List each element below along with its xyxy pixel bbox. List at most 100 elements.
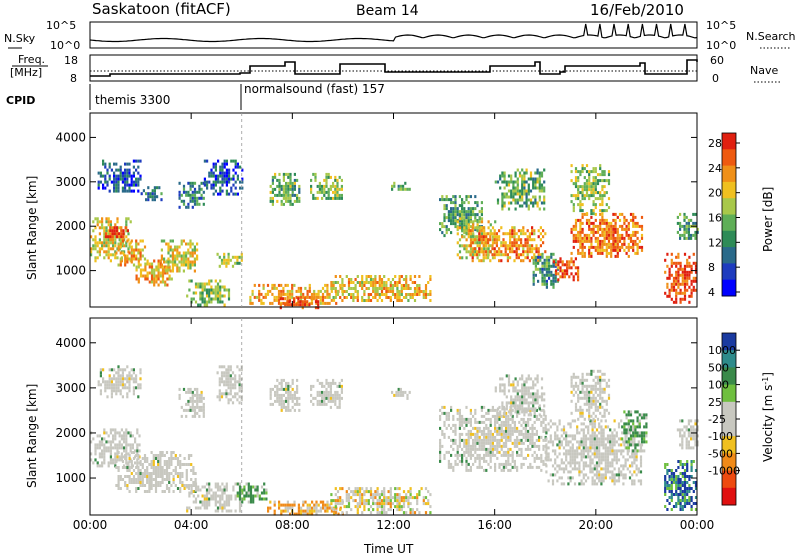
data-cell: [137, 280, 140, 284]
data-cell: [474, 444, 477, 448]
data-cell: [289, 408, 292, 412]
data-cell: [216, 371, 219, 375]
data-cell: [632, 245, 635, 249]
data-cell: [380, 508, 384, 512]
data-cell: [285, 181, 288, 185]
data-cell: [445, 225, 448, 229]
data-cell: [179, 481, 182, 484]
data-cell: [525, 401, 528, 405]
data-cell: [231, 386, 235, 390]
data-cell: [189, 181, 192, 185]
data-cell: [478, 453, 481, 457]
data-cell: [544, 232, 547, 236]
data-cell: [502, 462, 505, 466]
data-cell: [374, 290, 377, 293]
data-cell: [113, 189, 116, 193]
data-cell: [411, 281, 414, 284]
data-cell: [193, 414, 197, 418]
data-cell: [378, 493, 381, 497]
data-cell: [599, 212, 602, 216]
data-cell: [496, 438, 499, 442]
data-cell: [521, 389, 524, 393]
data-cell: [332, 181, 335, 185]
data-cell: [520, 259, 523, 263]
data-cell: [108, 174, 111, 178]
data-cell: [280, 509, 283, 513]
data-cell: [454, 210, 457, 214]
data-region: [494, 168, 546, 211]
data-cell: [110, 380, 113, 384]
data-cell: [458, 250, 462, 254]
data-cell: [469, 435, 472, 439]
data-cell: [473, 238, 476, 242]
data-cell: [260, 298, 263, 302]
data-cell: [632, 230, 635, 234]
data-cell: [117, 380, 120, 384]
data-cell: [160, 257, 163, 261]
data-cell: [104, 180, 107, 184]
data-cell: [178, 266, 181, 270]
data-cell: [121, 174, 124, 178]
data-cell: [461, 256, 464, 260]
data-cell: [418, 293, 421, 296]
data-cell: [98, 440, 101, 444]
data-cell: [588, 233, 591, 237]
data-cell: [509, 426, 512, 430]
data-cell: [313, 503, 316, 507]
data-cell: [383, 490, 386, 494]
data-cell: [219, 494, 222, 498]
data-cell: [538, 465, 541, 469]
data-cell: [574, 185, 578, 189]
data-cell: [529, 413, 533, 417]
data-cell: [467, 420, 470, 424]
data-cell: [452, 213, 455, 217]
data-cell: [478, 259, 481, 263]
data-cell: [293, 500, 296, 504]
data-cell: [143, 475, 147, 478]
data-cell: [610, 224, 613, 228]
data-cell: [372, 493, 375, 497]
data-cell: [232, 177, 235, 181]
data-cell: [474, 450, 477, 454]
data-cell: [264, 295, 267, 299]
data-cell: [90, 250, 93, 254]
data-cell: [610, 236, 613, 240]
data-cell: [398, 502, 401, 506]
data-cell: [227, 503, 231, 507]
data-cell: [478, 226, 481, 230]
data-cell: [605, 242, 608, 246]
data-cell: [141, 484, 144, 487]
data-cell: [234, 162, 237, 166]
data-cell: [119, 171, 122, 175]
data-cell: [130, 368, 133, 372]
data-cell: [443, 234, 446, 238]
data-cell: [191, 205, 194, 209]
data-cell: [273, 512, 276, 516]
data-cell: [416, 293, 419, 296]
data-cell: [203, 177, 206, 181]
data-cell: [128, 380, 131, 384]
data-cell: [105, 229, 108, 233]
data-cell: [201, 300, 204, 304]
data-cell: [334, 499, 337, 503]
data-cell: [583, 233, 586, 237]
data-cell: [98, 446, 101, 450]
data-cell: [537, 255, 540, 259]
data-cell: [670, 282, 673, 286]
data-cell: [227, 398, 230, 402]
data-cell: [480, 229, 484, 233]
data-cell: [124, 174, 127, 178]
data-cell: [297, 503, 300, 507]
data-cell: [263, 497, 266, 501]
data-cell: [196, 199, 199, 203]
data-cell: [122, 229, 125, 233]
data-cell: [511, 459, 514, 463]
data-cell: [193, 199, 197, 203]
data-cell: [413, 299, 417, 302]
data-cell: [483, 420, 486, 424]
data-cell: [493, 253, 496, 257]
data-cell: [104, 174, 107, 178]
data-cell: [686, 258, 689, 262]
data-cell: [146, 271, 149, 275]
data-cell: [128, 371, 131, 375]
